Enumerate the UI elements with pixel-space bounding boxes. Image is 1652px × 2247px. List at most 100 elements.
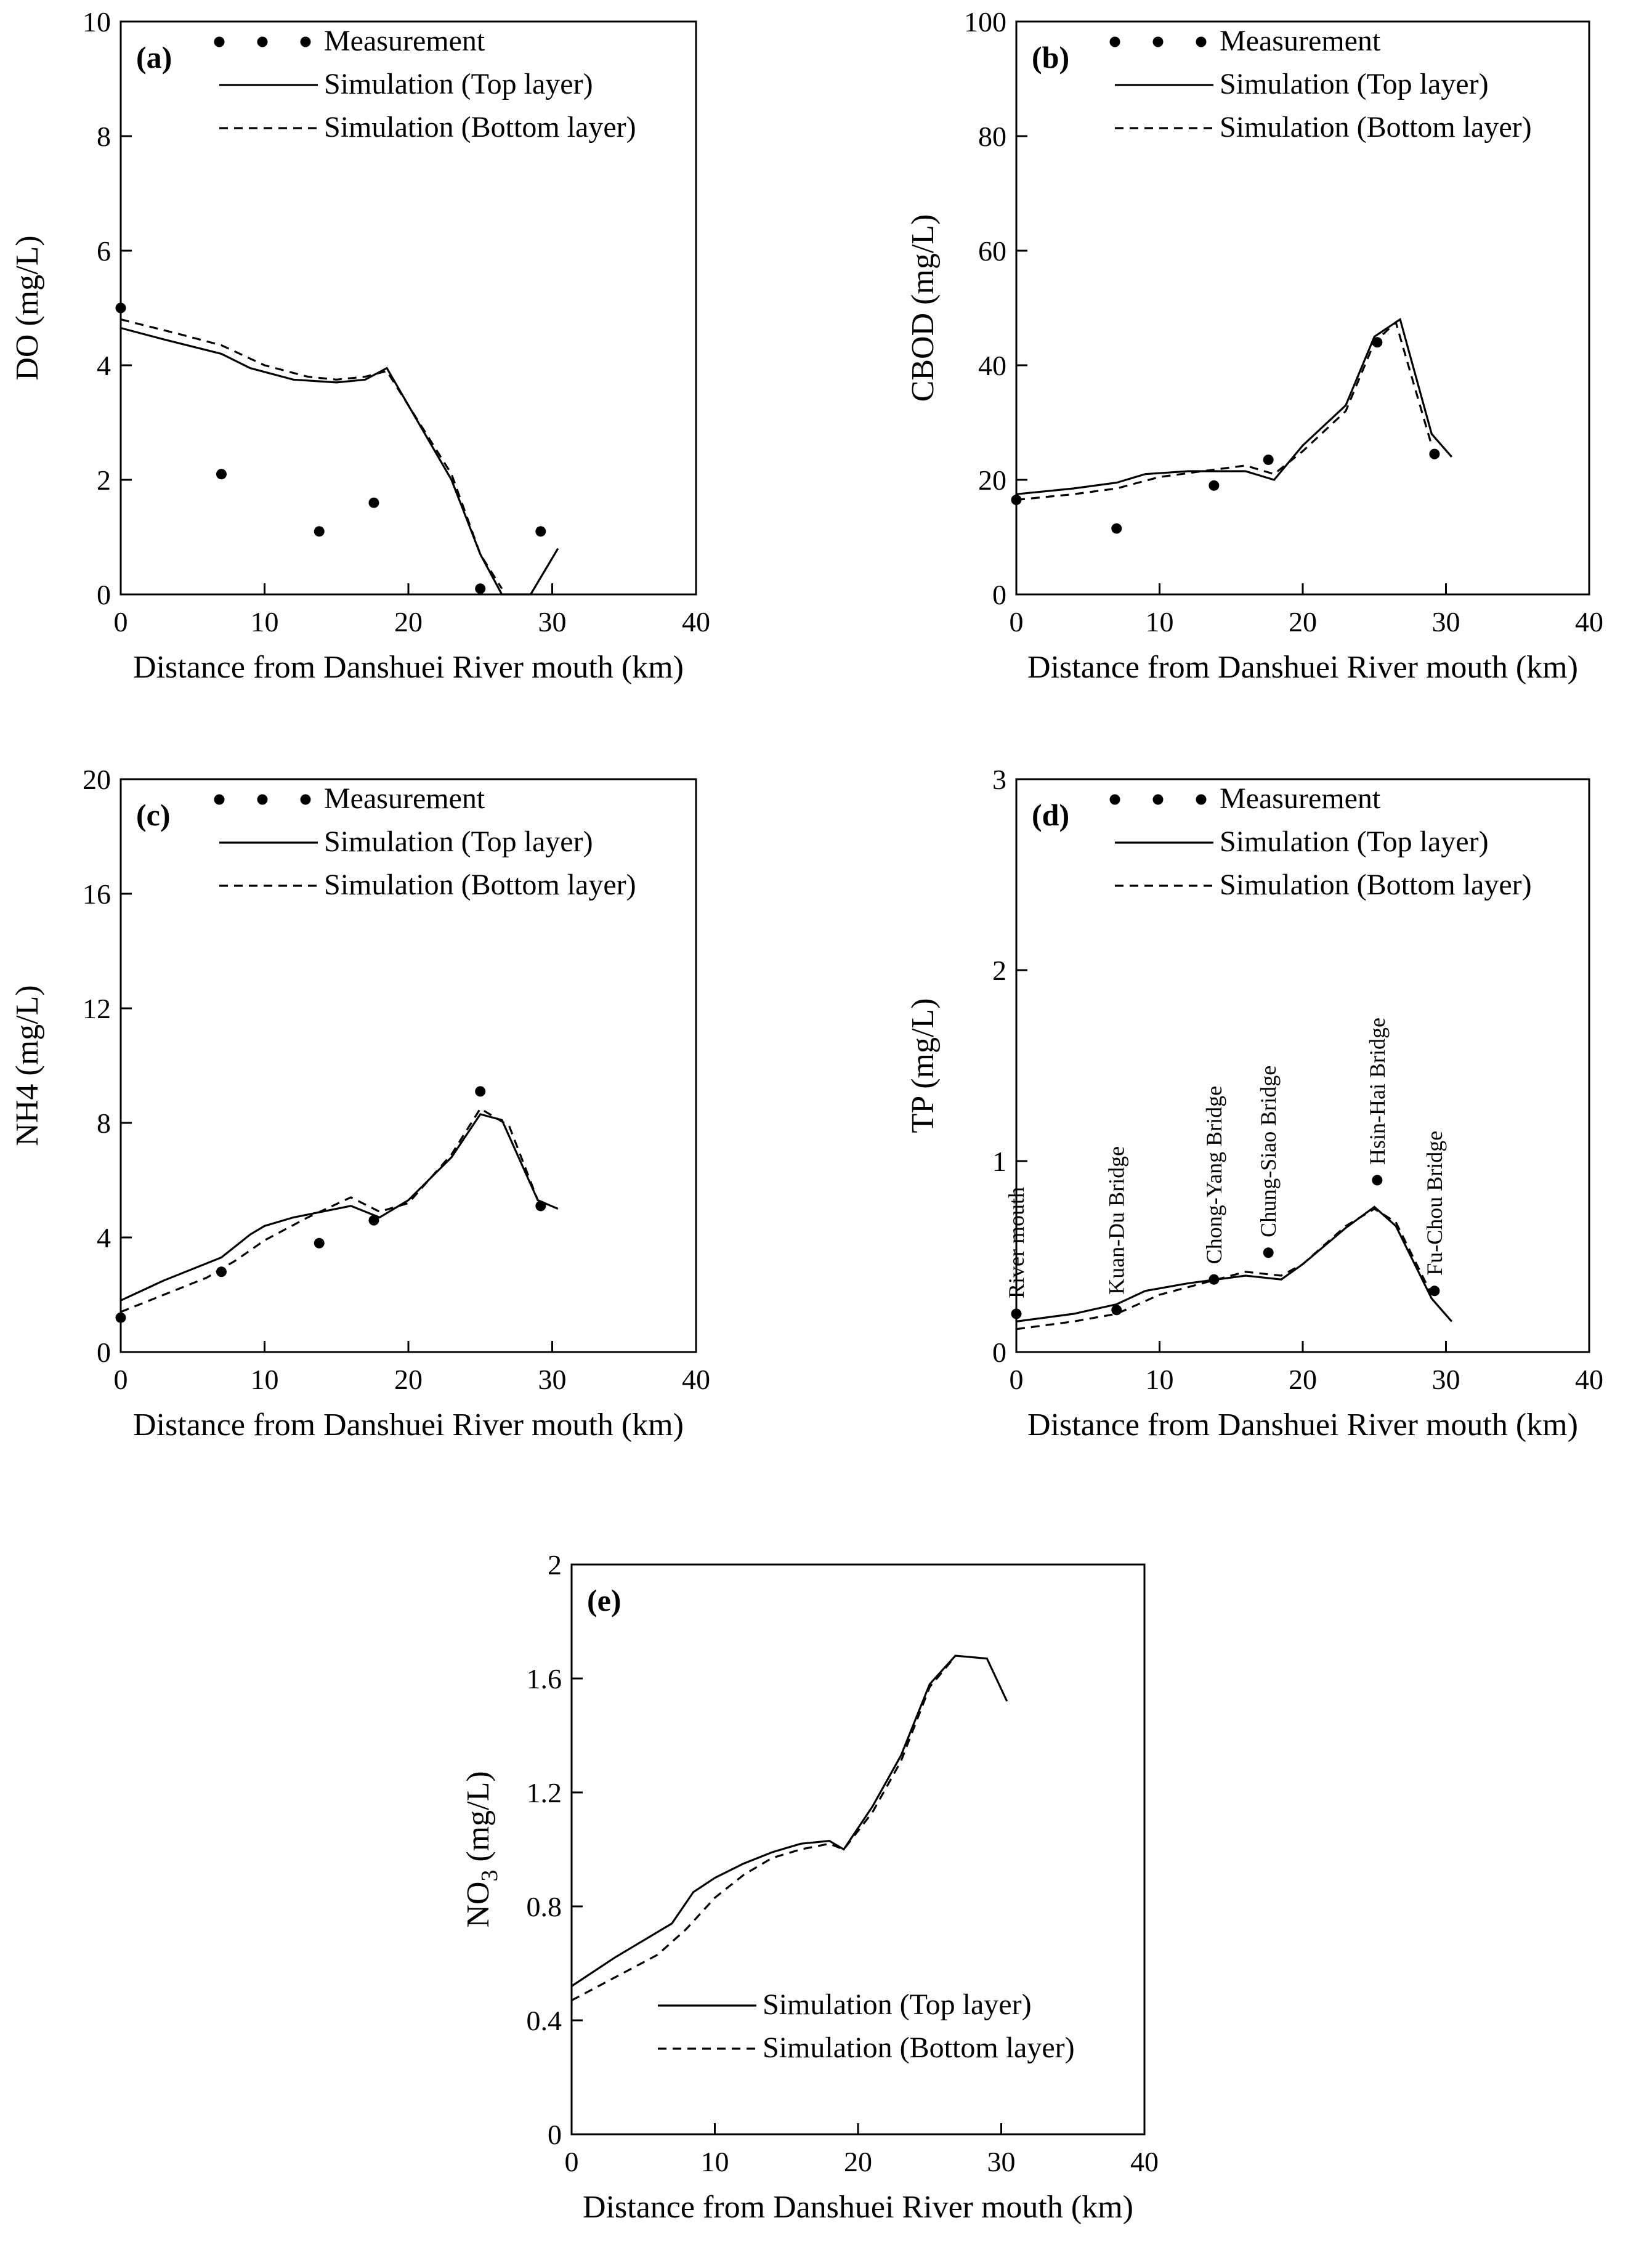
measurement-point <box>314 526 325 537</box>
legend: Measurement Simulation (Top layer) Simulat… <box>1109 782 1532 901</box>
x-axis-label: Distance from Danshuei River mouth (km) <box>133 1407 684 1443</box>
measurement-point <box>1263 1247 1274 1258</box>
station-annotation: Hsin-Hai Bridge <box>1365 1018 1390 1165</box>
plot-frame <box>1015 20 1590 596</box>
legend-label: Simulation (Top layer) <box>324 68 593 100</box>
x-tick-label: 20 <box>844 2146 872 2177</box>
y-tick-label: 4 <box>97 350 111 381</box>
panel-label: (b) <box>1032 40 1069 75</box>
x-tick-label: 30 <box>1432 606 1460 638</box>
series-line-bottom-layer <box>1016 1207 1433 1330</box>
x-axis-label: Distance from Danshuei River mouth (km) <box>1027 1407 1578 1443</box>
measurement-point <box>115 302 126 314</box>
y-tick-label: 8 <box>97 1107 111 1139</box>
y-tick-label: 16 <box>83 878 111 910</box>
y-axis-label: CBOD (mg/L) <box>905 214 941 402</box>
y-axis-label: DO (mg/L) <box>10 235 45 380</box>
panel-label: (e) <box>587 1583 622 1617</box>
legend-label: Measurement <box>324 25 485 57</box>
y-tick-label: 20 <box>83 764 111 795</box>
y-axis-label: NO3 (mg/L) <box>461 1771 503 1927</box>
y-tick-label: 1.2 <box>527 1777 562 1808</box>
measurement-point <box>475 1086 486 1097</box>
legend-label: Simulation (Bottom layer) <box>1220 111 1532 144</box>
series-line-top-layer <box>571 1654 1008 1987</box>
x-tick-label: 0 <box>1010 606 1024 638</box>
legend-marker-measurement <box>1109 794 1120 805</box>
x-tick-label: 30 <box>538 606 567 638</box>
measurement-point <box>115 1312 126 1323</box>
x-tick-label: 10 <box>251 1364 279 1395</box>
measurement-point <box>1209 480 1220 491</box>
y-axis-label: NH4 (mg/L) <box>10 985 45 1146</box>
legend-label: Simulation (Top layer) <box>1220 825 1489 858</box>
measurement-point <box>1263 454 1274 465</box>
legend: Measurement Simulation (Top layer) Simulat… <box>214 782 636 901</box>
legend-marker-measurement <box>1109 36 1120 47</box>
legend-label: Measurement <box>324 782 485 815</box>
x-tick-label: 0 <box>1010 1364 1024 1395</box>
legend-marker-measurement <box>257 794 268 805</box>
measurement-point <box>1372 1175 1383 1186</box>
panel-label: (c) <box>136 798 171 832</box>
plot-frame <box>1015 778 1590 1353</box>
legend-label: Simulation (Top layer) <box>1220 68 1489 100</box>
x-tick-label: 20 <box>1289 1364 1317 1395</box>
y-tick-label: 40 <box>978 350 1006 381</box>
measurement-point <box>1429 448 1440 460</box>
legend-marker-measurement <box>1152 794 1164 805</box>
y-tick-label: 1.6 <box>527 1663 562 1694</box>
y-tick-label: 6 <box>97 235 111 267</box>
panel-label: (d) <box>1032 798 1069 832</box>
y-tick-label: 0 <box>97 1337 111 1368</box>
x-tick-label: 40 <box>1575 1364 1603 1395</box>
y-tick-label: 8 <box>97 121 111 152</box>
x-tick-label: 40 <box>682 606 710 638</box>
measurement-point <box>368 497 379 508</box>
measurement-point <box>1372 337 1383 348</box>
y-tick-label: 1 <box>992 1146 1006 1177</box>
y-tick-label: 0 <box>992 1337 1006 1368</box>
series-line-bottom-layer <box>120 318 503 589</box>
legend-marker-measurement <box>1196 794 1207 805</box>
measurement-point <box>368 1215 379 1226</box>
station-annotation: Fu-Chou Bridge <box>1422 1131 1447 1276</box>
y-tick-label: 10 <box>83 6 111 38</box>
measurement-point <box>1111 1305 1122 1316</box>
y-tick-label: 100 <box>964 6 1006 38</box>
x-tick-label: 10 <box>251 606 279 638</box>
x-tick-label: 40 <box>682 1364 710 1395</box>
legend-label: Simulation (Bottom layer) <box>324 868 636 901</box>
series-line-top-layer <box>120 326 559 596</box>
legend: Simulation (Top layer) Simulation (Bottom… <box>658 1988 1075 2064</box>
y-tick-label: 20 <box>978 464 1006 496</box>
legend-label: Simulation (Top layer) <box>324 825 593 858</box>
x-axis-label: Distance from Danshuei River mouth (km) <box>133 650 684 685</box>
series-line-bottom-layer <box>571 1661 952 2002</box>
x-tick-label: 20 <box>1289 606 1317 638</box>
legend-label: Measurement <box>1220 25 1381 57</box>
legend-marker-measurement <box>1152 36 1164 47</box>
legend-label: Simulation (Bottom layer) <box>1220 868 1532 901</box>
x-tick-label: 0 <box>114 1364 128 1395</box>
station-annotation: Chung-Siao Bridge <box>1256 1066 1281 1237</box>
panel-label: (a) <box>136 40 172 75</box>
series-line-bottom-layer <box>120 1107 539 1313</box>
x-tick-label: 20 <box>394 1364 423 1395</box>
y-tick-label: 0.4 <box>527 2005 562 2036</box>
x-tick-label: 30 <box>1432 1364 1460 1395</box>
series-line-top-layer <box>120 1113 559 1302</box>
plot-frame <box>119 20 697 596</box>
y-tick-label: 80 <box>978 121 1006 152</box>
y-tick-label: 2 <box>97 464 111 496</box>
x-tick-label: 30 <box>538 1364 567 1395</box>
legend-marker-measurement <box>257 36 268 47</box>
x-axis-label: Distance from Danshuei River mouth (km) <box>1027 650 1578 685</box>
measurement-point <box>1011 1308 1022 1319</box>
y-tick-label: 0 <box>992 579 1006 610</box>
station-annotation: Chong-Yang Bridge <box>1202 1086 1226 1264</box>
y-tick-label: 0 <box>97 579 111 610</box>
measurement-point <box>475 583 486 594</box>
legend: Measurement Simulation (Top layer) Simulat… <box>214 25 636 144</box>
